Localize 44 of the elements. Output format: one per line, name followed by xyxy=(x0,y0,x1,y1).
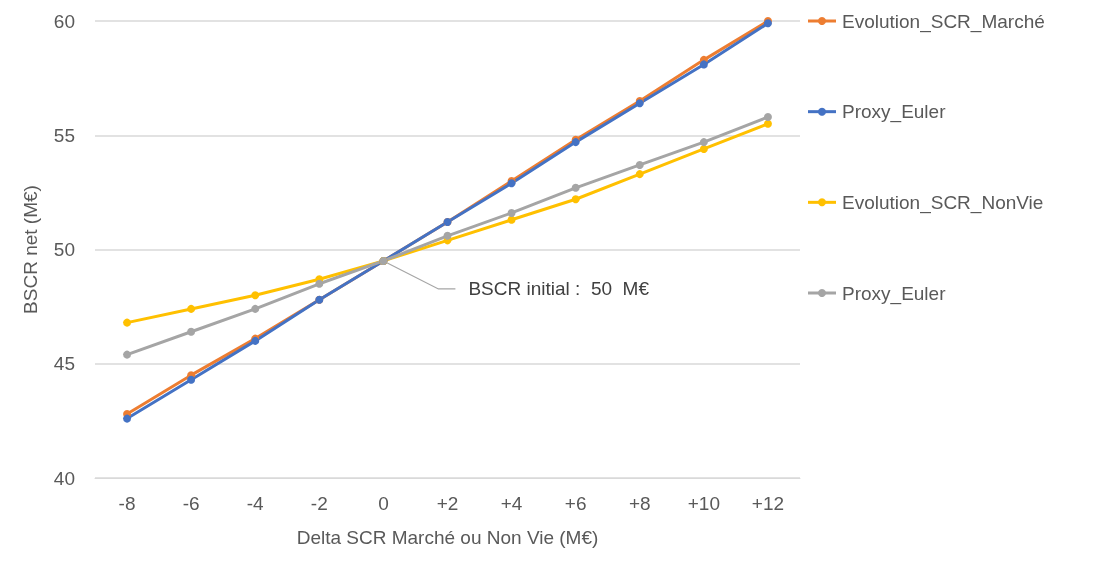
point xyxy=(315,279,324,288)
x-tick-label: -6 xyxy=(182,493,200,514)
x-axis-title: Delta SCR Marché ou Non Vie (M€) xyxy=(296,527,599,548)
y-tick-label: 55 xyxy=(53,124,75,146)
point xyxy=(635,160,644,169)
point xyxy=(123,414,132,423)
legend-label: Proxy_Euler xyxy=(842,282,947,305)
point xyxy=(571,195,580,204)
point xyxy=(571,183,580,192)
point xyxy=(763,119,772,128)
point xyxy=(699,60,708,69)
y-tick-label: 60 xyxy=(53,10,75,32)
point xyxy=(123,350,132,359)
legend-label: Proxy_Euler xyxy=(842,101,947,124)
x-tick-label: +10 xyxy=(687,493,720,514)
x-tick-label: -2 xyxy=(310,493,328,514)
point xyxy=(251,304,260,313)
point xyxy=(187,327,196,336)
legend-label: Evolution_SCR_Marché xyxy=(842,10,1045,33)
point xyxy=(763,112,772,121)
point xyxy=(187,304,196,313)
x-tick-label: -4 xyxy=(246,493,265,514)
y-tick-label: 50 xyxy=(53,239,75,260)
x-tick-label: +4 xyxy=(500,493,523,514)
point xyxy=(443,231,452,240)
point xyxy=(187,375,196,384)
point xyxy=(507,208,516,217)
point xyxy=(699,138,708,147)
x-tick-label: +12 xyxy=(751,493,785,514)
x-tick-label: +8 xyxy=(628,493,651,514)
annotation: BSCR initial : 50 M€ xyxy=(468,278,650,300)
x-tick-label: 0 xyxy=(378,493,389,514)
point xyxy=(699,144,708,153)
x-tick-label: -8 xyxy=(118,493,136,514)
point xyxy=(507,215,516,224)
y-tick-label: 40 xyxy=(53,467,75,489)
point xyxy=(635,170,644,179)
x-tick-label: +2 xyxy=(436,493,459,514)
legend-label: Evolution_SCR_NonVie xyxy=(842,191,1044,214)
y-axis-title: BSCR net (M€) xyxy=(20,185,41,314)
x-tick-label: +6 xyxy=(564,493,587,514)
point xyxy=(123,318,132,327)
y-tick-label: 45 xyxy=(53,353,75,375)
point xyxy=(251,291,260,300)
